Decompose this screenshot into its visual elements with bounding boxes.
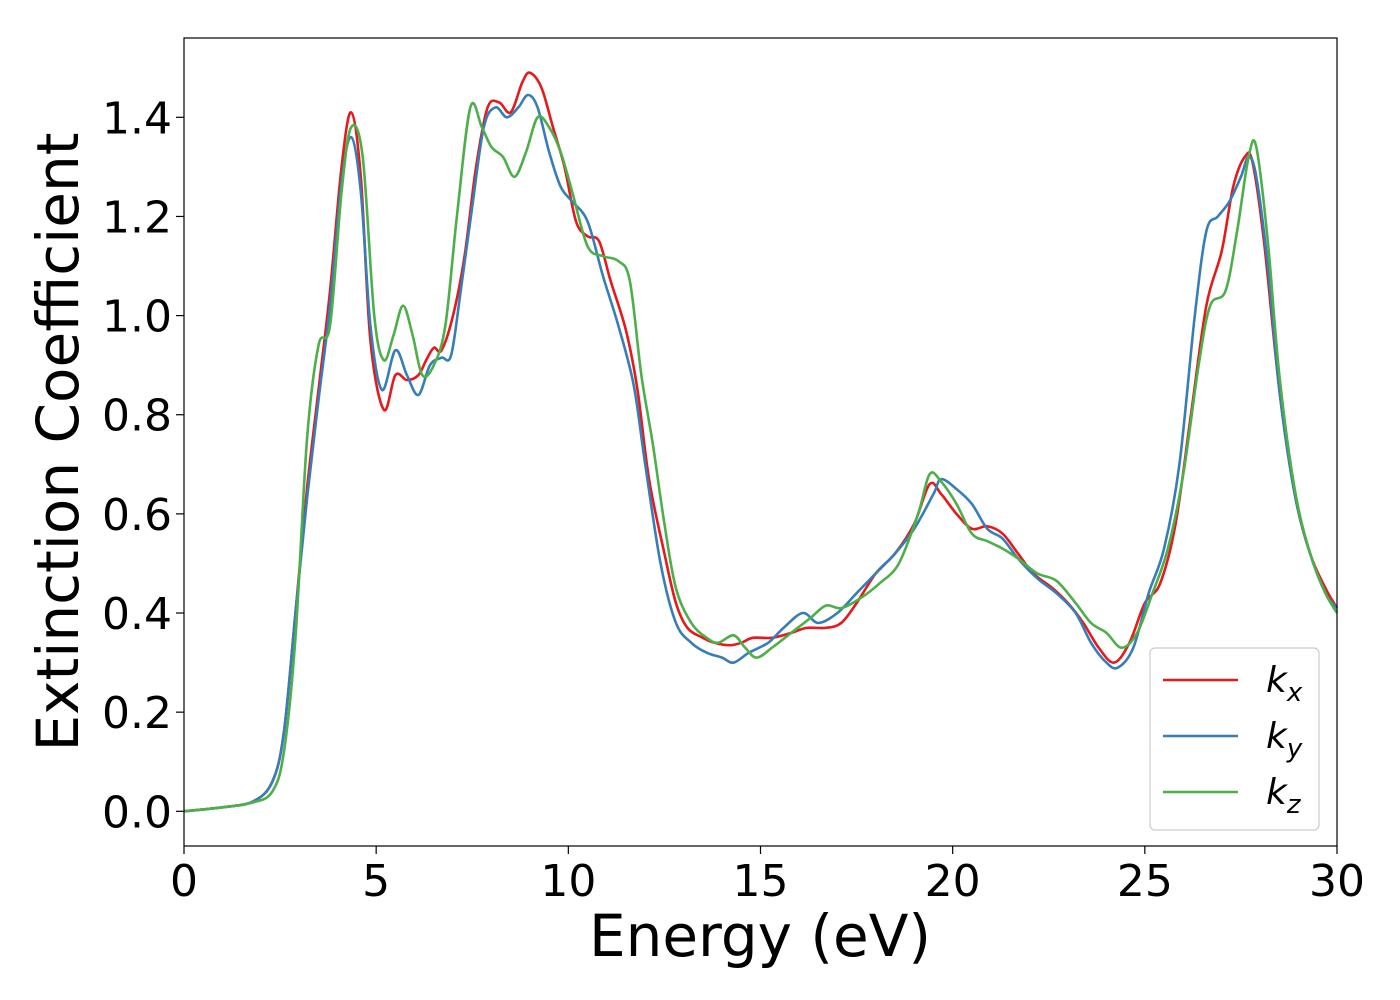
x-tick-label: 15 xyxy=(733,856,789,907)
y-tick-label: 1.4 xyxy=(102,93,172,144)
y-tick-label: 0.0 xyxy=(102,787,172,838)
x-tick-label: 5 xyxy=(362,856,390,907)
plot-lines xyxy=(183,71,1339,813)
legend-label-z: kz xyxy=(1266,772,1302,820)
legend-box xyxy=(1149,647,1320,831)
x-axis: 0 5 10 15 20 25 30 xyxy=(170,846,1365,907)
y-axis: 0.0 0.2 0.4 0.6 0.8 1.0 1.2 1.4 xyxy=(102,93,184,838)
y-axis-label: Extinction Coefficient xyxy=(24,133,92,752)
y-tick-label: 0.4 xyxy=(102,589,172,640)
x-tick-label: 20 xyxy=(925,856,981,907)
x-axis-label: Energy (eV) xyxy=(589,902,931,970)
series-line-y xyxy=(183,93,1339,813)
legend-label-y: ky xyxy=(1266,716,1303,764)
y-tick-label: 0.8 xyxy=(102,391,172,442)
y-tick-label: 0.2 xyxy=(102,688,172,739)
y-tick-label: 0.6 xyxy=(102,490,172,541)
y-tick-label: 1.0 xyxy=(102,292,172,343)
x-tick-label: 0 xyxy=(170,856,198,907)
x-tick-label: 25 xyxy=(1117,856,1173,907)
series-line-x xyxy=(183,71,1339,813)
legend: kx ky kz xyxy=(1149,647,1320,831)
legend-label-x: kx xyxy=(1266,660,1303,708)
x-tick-label: 30 xyxy=(1309,856,1365,907)
series-line-z xyxy=(183,101,1339,813)
y-tick-label: 1.2 xyxy=(102,192,172,243)
x-tick-label: 10 xyxy=(540,856,596,907)
